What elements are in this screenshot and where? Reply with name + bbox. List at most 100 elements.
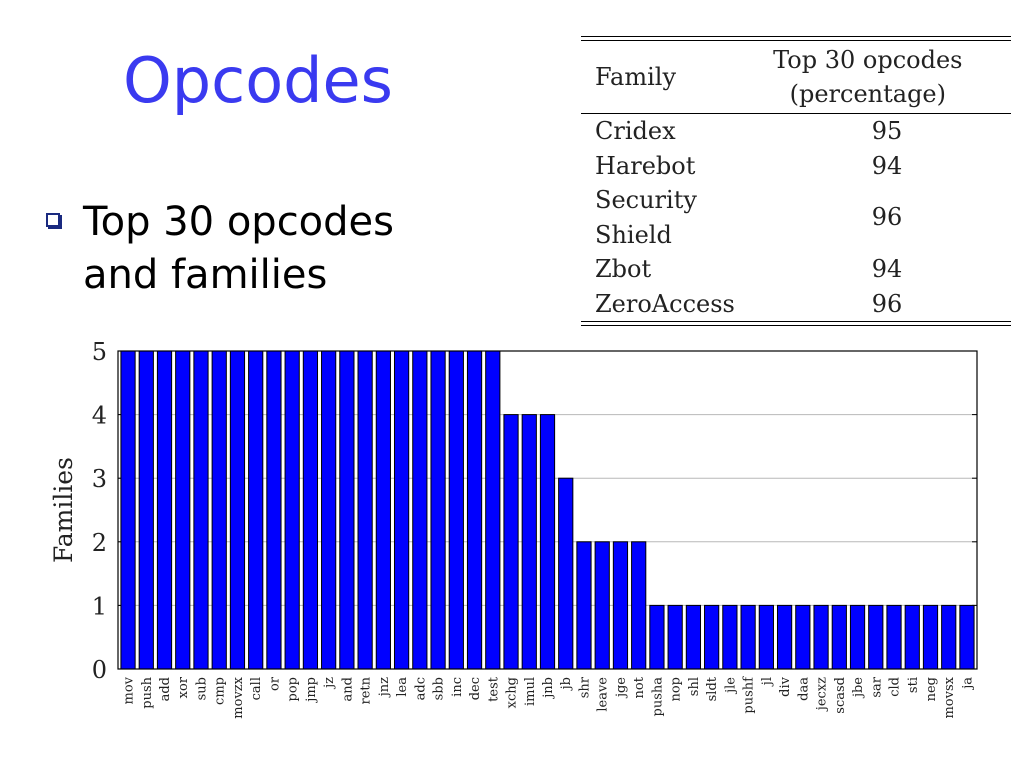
- x-tick-label: sti: [906, 677, 921, 693]
- y-tick-label: 1: [92, 592, 107, 620]
- table-bottom-rule: [581, 321, 1011, 326]
- bar-movzx: [229, 350, 246, 670]
- table-row: Harebot 94: [581, 149, 1011, 184]
- bar-cld: [886, 604, 902, 670]
- x-tick-label: lea: [395, 677, 410, 697]
- family-cell: Cridex: [595, 117, 676, 145]
- table-top-rule: [581, 36, 1011, 41]
- x-tick-label: imul: [523, 677, 538, 706]
- percentage-cell: 95: [871, 117, 903, 145]
- x-tick-label: scasd: [833, 677, 848, 714]
- x-tick-label: cld: [888, 677, 903, 697]
- bar-jnb: [539, 414, 556, 670]
- y-tick-label: 4: [92, 402, 107, 430]
- bar-pushf: [740, 604, 756, 670]
- x-tick-label: xor: [176, 676, 191, 698]
- percentage-cell: 96: [871, 203, 903, 232]
- bar-inc: [448, 350, 464, 670]
- bar-sbb: [430, 350, 446, 670]
- y-tick-label: 3: [92, 465, 107, 493]
- x-tick-label: sbb: [432, 677, 447, 700]
- x-tick-label: sub: [194, 677, 209, 700]
- bar-sti: [904, 604, 920, 670]
- bar-scasd: [831, 604, 847, 670]
- x-tick-label: daa: [796, 677, 811, 701]
- bullet-text: Top 30 opcodes and families: [83, 199, 394, 298]
- plot-frame: [117, 350, 978, 670]
- table-header-top30: Top 30 opcodes (percentage): [725, 41, 1011, 113]
- table-header-top30-line2: (percentage): [789, 80, 946, 108]
- x-tick-label: dec: [468, 677, 483, 700]
- bar-jge: [612, 541, 629, 670]
- table-header-family: Family: [595, 62, 676, 91]
- percentage-cell: 96: [871, 289, 903, 318]
- family-cell: Security Shield: [595, 186, 697, 249]
- x-tick-label: adc: [413, 677, 428, 700]
- x-tick-label: add: [158, 677, 173, 701]
- x-tick-label: xchg: [505, 677, 520, 708]
- family-cell: ZeroAccess: [595, 289, 735, 318]
- x-tick-label: pushf: [742, 676, 757, 714]
- bar-or: [266, 350, 282, 670]
- y-tick-label: 2: [92, 529, 107, 557]
- x-tick-label: shr: [577, 676, 592, 698]
- bar-xor: [175, 350, 191, 670]
- bar-adc: [412, 350, 428, 670]
- percentage-cell: 94: [871, 151, 903, 180]
- table-body: Cridex 95 Harebot 94 Security Shield 96 Zbot 94…: [581, 114, 1011, 321]
- bar-jz: [321, 350, 337, 670]
- bar-nop: [667, 604, 683, 670]
- x-tick-label: jl: [760, 677, 775, 687]
- x-tick-label: shl: [687, 677, 702, 696]
- x-tick-label: movzx: [231, 676, 246, 718]
- bar-mov: [120, 350, 136, 670]
- x-tick-label: jge: [614, 677, 629, 699]
- bar-retn: [357, 350, 373, 670]
- bar-not: [631, 541, 647, 670]
- bar-sar: [868, 604, 884, 670]
- x-tick-label: inc: [450, 677, 465, 697]
- x-tick-label: mov: [122, 676, 137, 704]
- x-tick-label: jnb: [541, 677, 556, 700]
- bar-sub: [193, 350, 209, 670]
- bar-cmp: [211, 350, 227, 670]
- x-tick-label: sldt: [705, 676, 720, 701]
- square-bullet-icon: [46, 213, 60, 227]
- x-tick-label: nop: [669, 677, 684, 702]
- table-row: ZeroAccess 96: [581, 287, 1011, 322]
- bar-and: [339, 350, 355, 670]
- x-tick-label: test: [486, 676, 501, 702]
- bar-jnz: [375, 350, 391, 670]
- slide-title: Opcodes: [123, 44, 393, 117]
- bar-jbe: [849, 604, 866, 670]
- x-tick-label: leave: [596, 677, 611, 712]
- bar-dec: [466, 350, 483, 670]
- x-tick-label: or: [267, 676, 282, 691]
- x-tick-label: jb: [559, 677, 574, 691]
- x-tick-label: neg: [924, 677, 939, 701]
- bar-add: [156, 350, 173, 670]
- y-tick-label: 5: [92, 338, 107, 366]
- bar-jmp: [302, 350, 319, 670]
- bar-shl: [685, 604, 702, 670]
- bar-daa: [795, 604, 811, 670]
- percentage-cell: 94: [871, 255, 903, 283]
- bar-lea: [393, 350, 410, 670]
- x-tick-label: pusha: [650, 677, 665, 717]
- family-cell: Harebot: [595, 151, 696, 180]
- bar-imul: [521, 414, 537, 670]
- x-tick-label: jmp: [304, 677, 319, 704]
- bar-jl: [758, 604, 774, 670]
- x-tick-label: pop: [286, 677, 301, 701]
- x-tick-label: not: [632, 676, 647, 698]
- family-cell: Zbot: [595, 255, 652, 283]
- bar-pop: [284, 350, 300, 670]
- table-header-top30-line1: Top 30 opcodes: [773, 46, 963, 74]
- x-tick-label: jle: [723, 677, 738, 695]
- bar-movsx: [941, 604, 957, 670]
- bar-test: [485, 350, 501, 670]
- x-tick-label: push: [140, 676, 155, 708]
- bar-sldt: [704, 604, 720, 670]
